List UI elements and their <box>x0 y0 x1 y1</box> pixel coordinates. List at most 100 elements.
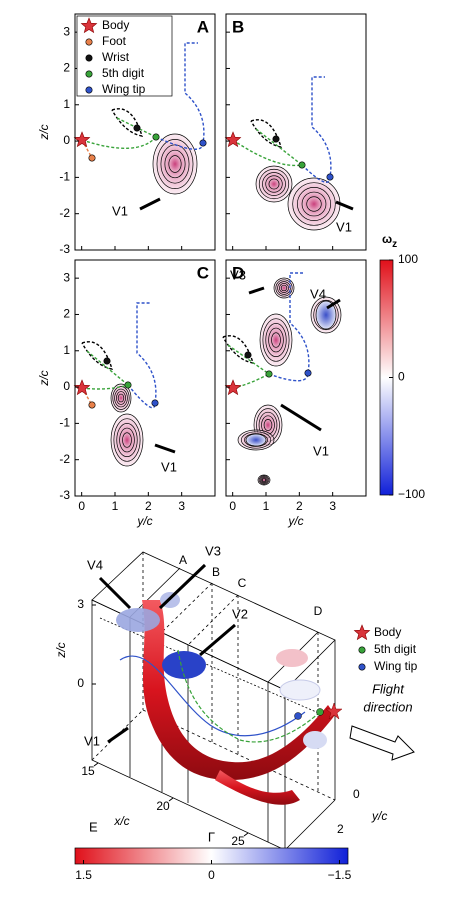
legend-label: Body <box>102 18 129 32</box>
y-tick-label: -3 <box>59 242 70 256</box>
vortex-label: V1 <box>336 219 352 234</box>
y-tick-label: 0 <box>63 379 70 393</box>
marker <box>272 135 280 143</box>
x-tick-label: 25 <box>231 834 245 848</box>
vortex-label: V4 <box>87 557 103 572</box>
legend: Body Foot Wrist 5th digit Wing tip <box>76 15 173 97</box>
vorticity-contour <box>117 393 125 403</box>
marker <box>244 351 252 359</box>
annotation-arrows <box>98 563 236 744</box>
legend-label: Body <box>374 625 401 639</box>
vortex-label: V1 <box>313 443 329 458</box>
arrow-label: Flight <box>372 681 405 696</box>
colorbar-tick-label: 0 <box>208 868 215 882</box>
panel: B V1 <box>224 13 367 251</box>
section-label: D <box>314 604 323 618</box>
body-star <box>73 131 91 148</box>
y-tick-label: 0 <box>353 787 360 801</box>
y-axis-label: z/c <box>37 370 51 386</box>
section-label: B <box>212 565 220 579</box>
body-star <box>73 379 91 396</box>
vortex-label: V4 <box>310 286 326 301</box>
panel-letter: A <box>197 17 209 36</box>
vorticity-contour <box>306 196 322 212</box>
box-3d <box>91 551 336 851</box>
z-tick-label: 0 <box>77 676 84 690</box>
vortex-label: V3 <box>230 267 246 282</box>
y-axis-label: z/c <box>37 124 51 140</box>
x-axis-label: x/c <box>113 814 129 828</box>
wrist-path <box>222 335 255 364</box>
arrow-label: direction <box>363 699 412 714</box>
vortex-label: V1 <box>84 733 100 748</box>
y-tick-label: -1 <box>59 170 70 184</box>
marker <box>103 357 111 365</box>
x-tick <box>93 762 99 767</box>
vorticity-contour <box>122 432 132 448</box>
x-tick-label: 3 <box>329 499 336 513</box>
x-tick-label: 0 <box>229 499 236 513</box>
panel: 0 1 2 3 y/c DV3 V4 V1 <box>222 259 367 528</box>
y-tick-label: 3 <box>63 24 70 38</box>
wrist-path <box>250 119 283 148</box>
legend-label: Wing tip <box>374 659 418 673</box>
body-star <box>224 131 242 148</box>
wrist-path <box>81 341 114 370</box>
body-star <box>224 379 242 396</box>
y-tick-label: 1 <box>63 343 70 357</box>
legend-marker <box>353 624 371 641</box>
colorbar-tick-label: 0 <box>398 370 405 384</box>
colorbar-subscript: z <box>392 239 397 250</box>
vorticity-contour <box>280 284 288 292</box>
y-tick-label: 2 <box>337 822 344 836</box>
vorticity-contour <box>271 332 281 348</box>
wrist-path <box>111 108 144 137</box>
colorbar-tick-label: 100 <box>398 252 418 266</box>
colorbar-tick-label: −100 <box>398 487 425 501</box>
digit-path <box>81 350 129 390</box>
colorbar-tick-label: 1.5 <box>75 868 92 882</box>
y-tick-label: -2 <box>59 206 70 220</box>
marker <box>88 154 96 162</box>
vorticity-contour <box>168 155 182 173</box>
annotation-arrow <box>326 298 341 310</box>
x-tick-label: 15 <box>81 764 95 778</box>
marker <box>124 381 132 389</box>
vortex-render <box>116 592 343 805</box>
y-tick-label: 0 <box>63 133 70 147</box>
x-tick-label: 1 <box>112 499 119 513</box>
x-tick-label: 0 <box>78 499 85 513</box>
y-tick-label: -2 <box>59 452 70 466</box>
x-axis-label: y/c <box>136 514 152 528</box>
annotation-arrow <box>139 197 161 211</box>
digit-path <box>81 117 157 149</box>
legend-marker <box>85 86 93 94</box>
colorbar-title: Γ <box>208 829 215 844</box>
legend-label: 5th digit <box>102 66 145 80</box>
marker <box>326 173 334 181</box>
vortex-label: V2 <box>232 606 248 621</box>
z-tick-label: 3 <box>77 597 84 611</box>
vortex-label: V1 <box>112 203 128 218</box>
vorticity-contour <box>263 419 273 431</box>
marker <box>304 369 312 377</box>
marker <box>152 133 160 141</box>
section-label: A <box>179 553 187 567</box>
legend-marker <box>358 663 366 671</box>
y-tick-label: 3 <box>63 270 70 284</box>
digit-path <box>232 128 303 167</box>
legend-marker <box>358 646 366 654</box>
tip-path <box>127 302 157 409</box>
x-tick-label: 2 <box>145 499 152 513</box>
x-tick-label: 3 <box>178 499 185 513</box>
y-tick-label: -3 <box>59 488 70 502</box>
vorticity-contour <box>315 300 337 330</box>
vorticity-contour <box>245 433 267 447</box>
tip-path <box>268 272 310 382</box>
panel-frame <box>74 259 216 497</box>
panel: -3 -2 -1 0 1 2 3 z/c A V1 <box>37 13 216 256</box>
tip-path <box>301 76 332 184</box>
section-label: C <box>238 576 247 590</box>
x-tick-label: 1 <box>263 499 270 513</box>
